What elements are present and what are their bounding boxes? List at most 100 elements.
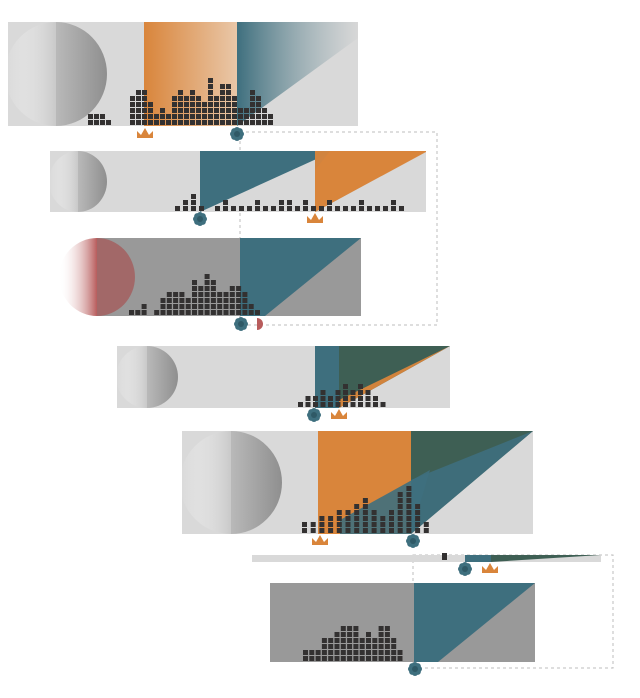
connector-outline (239, 131, 438, 326)
bar-square (384, 656, 390, 661)
bar-square (217, 298, 223, 303)
sphere-right-half (56, 22, 107, 126)
bar-square (384, 638, 390, 643)
bar-square (397, 498, 403, 503)
bar-square (166, 114, 171, 119)
bar-square (397, 650, 403, 655)
bar-square (268, 114, 273, 119)
bar-square (148, 114, 153, 119)
flower-icon (307, 408, 321, 422)
bar-square (262, 114, 267, 119)
bar-square (135, 310, 141, 315)
bar-square (365, 390, 371, 395)
bar-square (373, 402, 378, 407)
bar-square (196, 120, 201, 125)
bar-square (256, 114, 261, 119)
flower-center (234, 131, 240, 137)
orange-wedge (315, 151, 426, 212)
bar-series (298, 384, 386, 407)
flower-icon (458, 562, 472, 576)
bar-square (208, 114, 213, 119)
bar-square (178, 114, 183, 119)
panel-6 (252, 553, 601, 562)
crown-shape (312, 535, 328, 545)
bar-square (343, 384, 348, 389)
flower-icon (193, 212, 207, 226)
bar-square (255, 206, 260, 211)
bar-series (302, 486, 429, 533)
bar-square (148, 102, 153, 107)
bar-square (250, 96, 255, 101)
panel-3 (59, 238, 361, 316)
bar-square (204, 304, 210, 309)
bar-square (166, 304, 172, 309)
bar-square (353, 656, 359, 661)
bar-square (315, 656, 321, 661)
bar-square (226, 84, 231, 89)
bar-square (372, 656, 378, 661)
bar-square (166, 292, 172, 297)
green-wedge (491, 555, 601, 562)
bar-square (183, 206, 188, 211)
crown-icon (312, 535, 328, 545)
bar-square (136, 120, 141, 125)
bar-square (350, 390, 356, 395)
bar-square (372, 638, 378, 643)
sphere-right-half (231, 431, 282, 534)
bar-square (354, 522, 360, 527)
bar-square (359, 638, 365, 643)
bar-square (391, 650, 397, 655)
bar-square (328, 638, 334, 643)
sphere-right-half (147, 346, 178, 408)
panel-5 (180, 431, 533, 534)
bar-square (302, 522, 307, 527)
bar-square (130, 108, 135, 113)
bar-square (208, 108, 213, 113)
bar-square (208, 84, 213, 89)
teal-wedge (411, 431, 533, 534)
bar-square (148, 108, 153, 113)
bar-square (142, 102, 147, 107)
bar-square (242, 310, 248, 315)
bar-square (179, 292, 185, 297)
bar-square (397, 492, 403, 497)
teal-wedge (200, 151, 334, 212)
bar-square (366, 656, 371, 661)
bar-square (328, 522, 334, 527)
bar-square (256, 96, 261, 101)
bar-square (397, 516, 403, 521)
bar-square (204, 286, 210, 291)
bar-square (362, 504, 368, 509)
bar-square (391, 638, 397, 643)
bar-square (303, 656, 308, 661)
bar-square (166, 120, 171, 125)
bar-square (380, 528, 386, 533)
bar-square (397, 504, 403, 509)
bar-square (406, 516, 412, 521)
bar-square (214, 108, 219, 113)
bar-square (310, 528, 316, 533)
bar-square (353, 650, 359, 655)
bar-square (336, 522, 342, 527)
bar-square (321, 650, 327, 655)
bar-series (303, 626, 403, 661)
bar-square (183, 200, 188, 205)
sphere-left-half (5, 22, 56, 126)
bar-square (179, 298, 185, 303)
flower-icon (234, 317, 248, 331)
bar-square (378, 656, 384, 661)
bar-square (223, 292, 229, 297)
bar-square (347, 638, 353, 643)
bar-square (172, 102, 177, 107)
bar-square (220, 108, 225, 113)
bar-square (358, 396, 363, 401)
bar-square (415, 510, 421, 515)
crown-shape (137, 128, 153, 138)
bar-square (255, 310, 260, 315)
bar-square (319, 206, 324, 211)
bar-square (210, 286, 216, 291)
bar-square (347, 644, 353, 649)
bar-square (371, 510, 377, 515)
bar-square (371, 522, 377, 527)
